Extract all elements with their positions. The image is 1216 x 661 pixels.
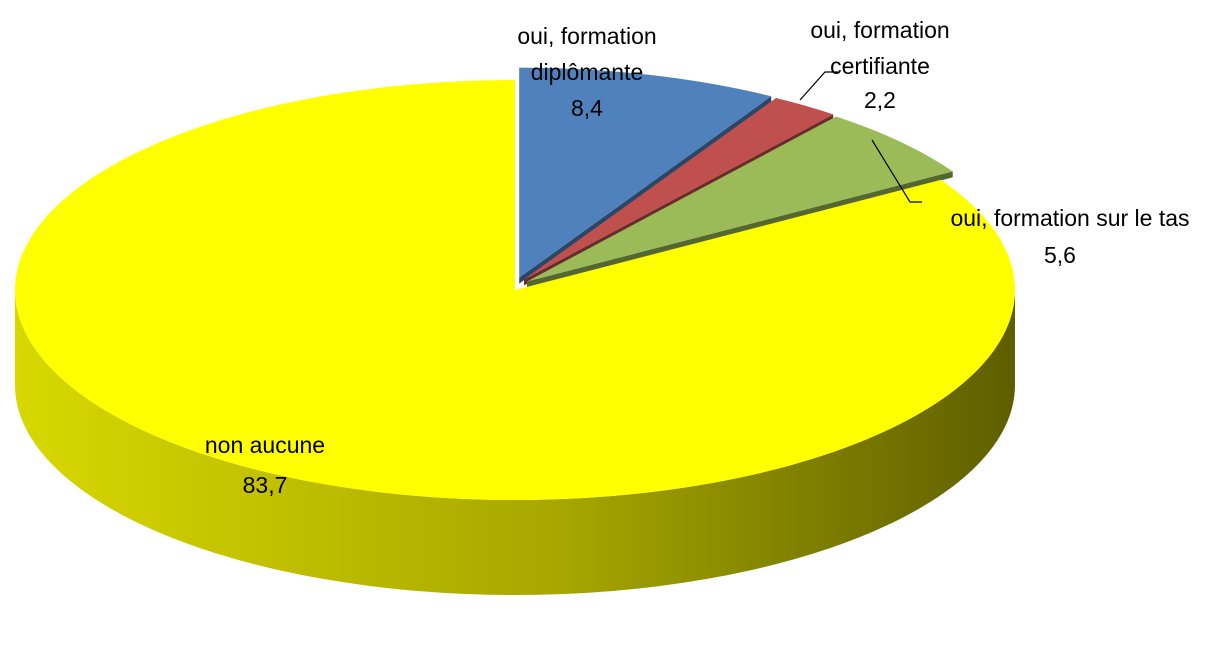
slice (14, 80, 1016, 501)
slice-edge (519, 96, 772, 284)
slice (519, 67, 772, 278)
value-label: 5,6 (1044, 242, 1076, 268)
slices (14, 67, 1016, 595)
category-label: non aucune (204, 432, 326, 458)
slice (526, 116, 953, 282)
slice-side (15, 290, 1015, 595)
category-label: oui, formation diplômante (517, 23, 657, 85)
slice (524, 98, 834, 280)
value-label: 83,7 (242, 472, 288, 498)
value-label: 8,4 (571, 95, 603, 121)
leader-line (799, 71, 838, 101)
category-label: oui, formation certifiante (810, 17, 950, 79)
value-label: 2,2 (864, 87, 896, 113)
leader-line (871, 139, 922, 203)
slice-edge (526, 171, 953, 288)
category-label: oui, formation sur le tas (950, 205, 1190, 231)
